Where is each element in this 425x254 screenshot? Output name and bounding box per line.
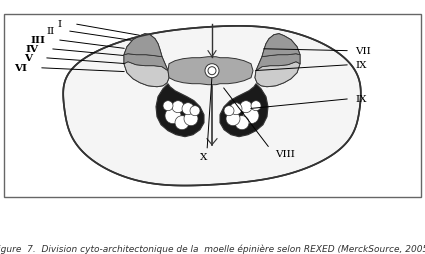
Circle shape	[240, 101, 252, 113]
Circle shape	[190, 106, 200, 116]
Polygon shape	[156, 84, 204, 137]
Polygon shape	[124, 35, 169, 87]
Polygon shape	[124, 55, 168, 71]
Circle shape	[230, 103, 242, 115]
Circle shape	[172, 101, 184, 113]
Polygon shape	[256, 55, 300, 71]
Circle shape	[165, 108, 181, 124]
Polygon shape	[63, 27, 361, 186]
Circle shape	[163, 101, 173, 111]
Polygon shape	[220, 84, 268, 137]
Text: VI: VI	[14, 64, 27, 73]
Circle shape	[208, 67, 216, 75]
Polygon shape	[255, 62, 300, 87]
Polygon shape	[255, 35, 300, 87]
Polygon shape	[124, 35, 162, 57]
Circle shape	[182, 103, 194, 115]
Circle shape	[235, 116, 249, 130]
FancyBboxPatch shape	[4, 15, 421, 197]
Text: IX: IX	[355, 61, 366, 70]
Circle shape	[205, 65, 219, 78]
Text: IV: IV	[25, 45, 38, 54]
Polygon shape	[168, 57, 253, 85]
Text: III: III	[30, 36, 45, 45]
Circle shape	[251, 101, 261, 111]
Text: V: V	[24, 54, 32, 63]
Text: VIII: VIII	[275, 150, 295, 158]
Polygon shape	[262, 35, 300, 57]
Circle shape	[243, 108, 259, 124]
Circle shape	[224, 106, 234, 116]
Circle shape	[226, 112, 240, 126]
Circle shape	[184, 112, 198, 126]
Text: II: II	[47, 27, 55, 36]
Text: IX: IX	[355, 95, 366, 104]
Polygon shape	[124, 62, 169, 87]
Text: X: X	[200, 153, 208, 162]
Text: VII: VII	[355, 47, 371, 56]
Circle shape	[175, 116, 189, 130]
Text: I: I	[58, 20, 62, 29]
Text: Figure  7.  Division cyto-architectonique de la  moelle épinière selon REXED (Me: Figure 7. Division cyto-architectonique …	[0, 243, 425, 253]
